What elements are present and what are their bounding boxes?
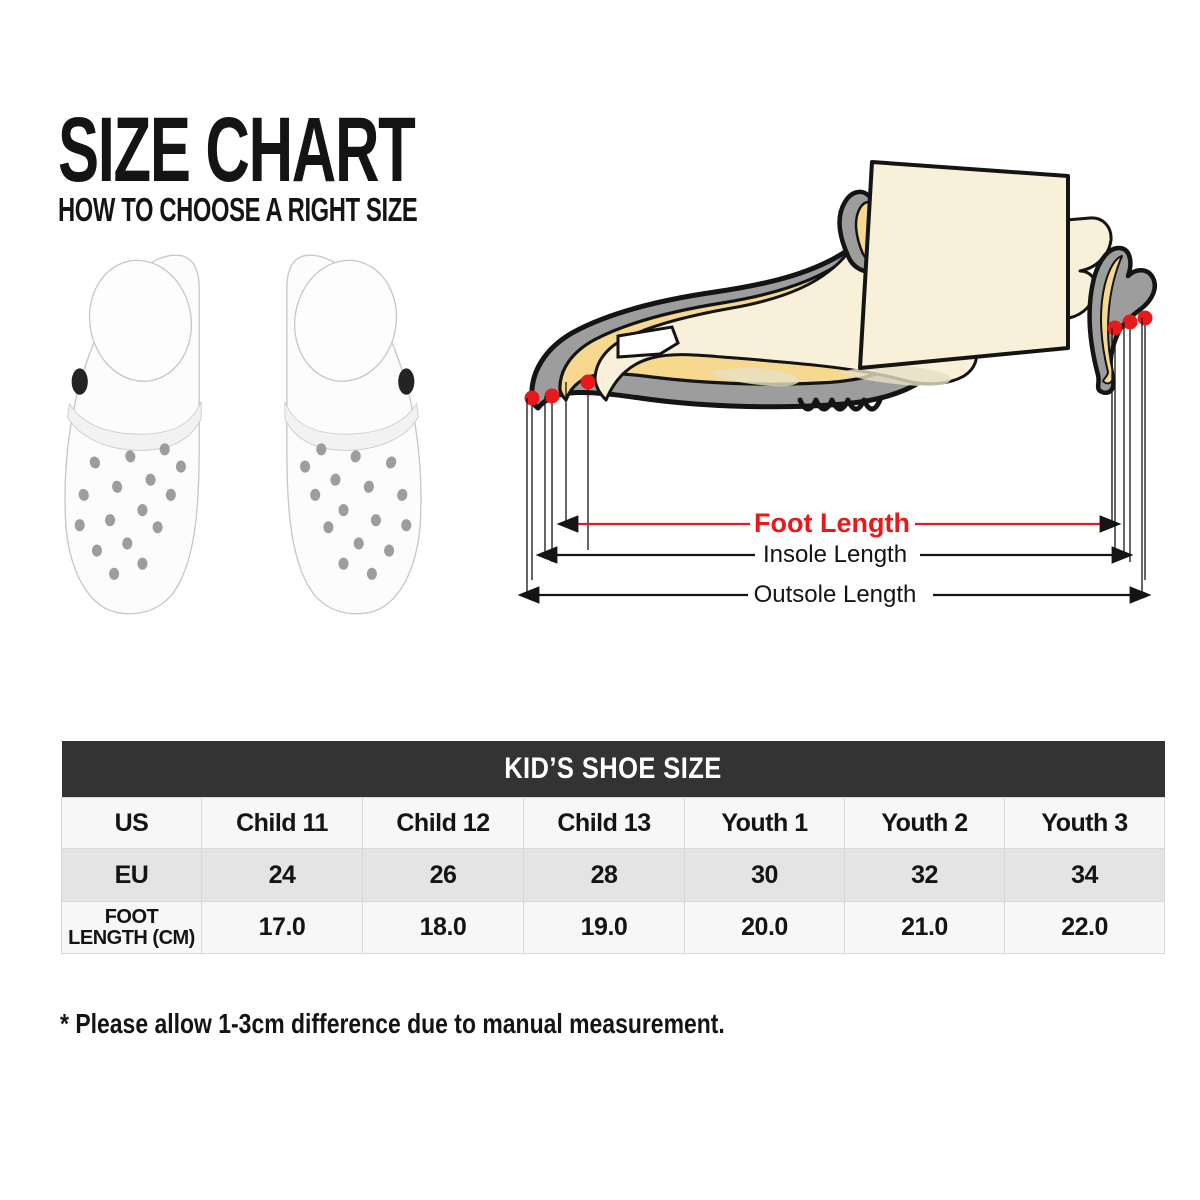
svg-text:Foot Length: Foot Length xyxy=(754,508,910,538)
svg-text:Insole Length: Insole Length xyxy=(763,541,907,568)
svg-text:Outsole Length: Outsole Length xyxy=(754,581,917,608)
